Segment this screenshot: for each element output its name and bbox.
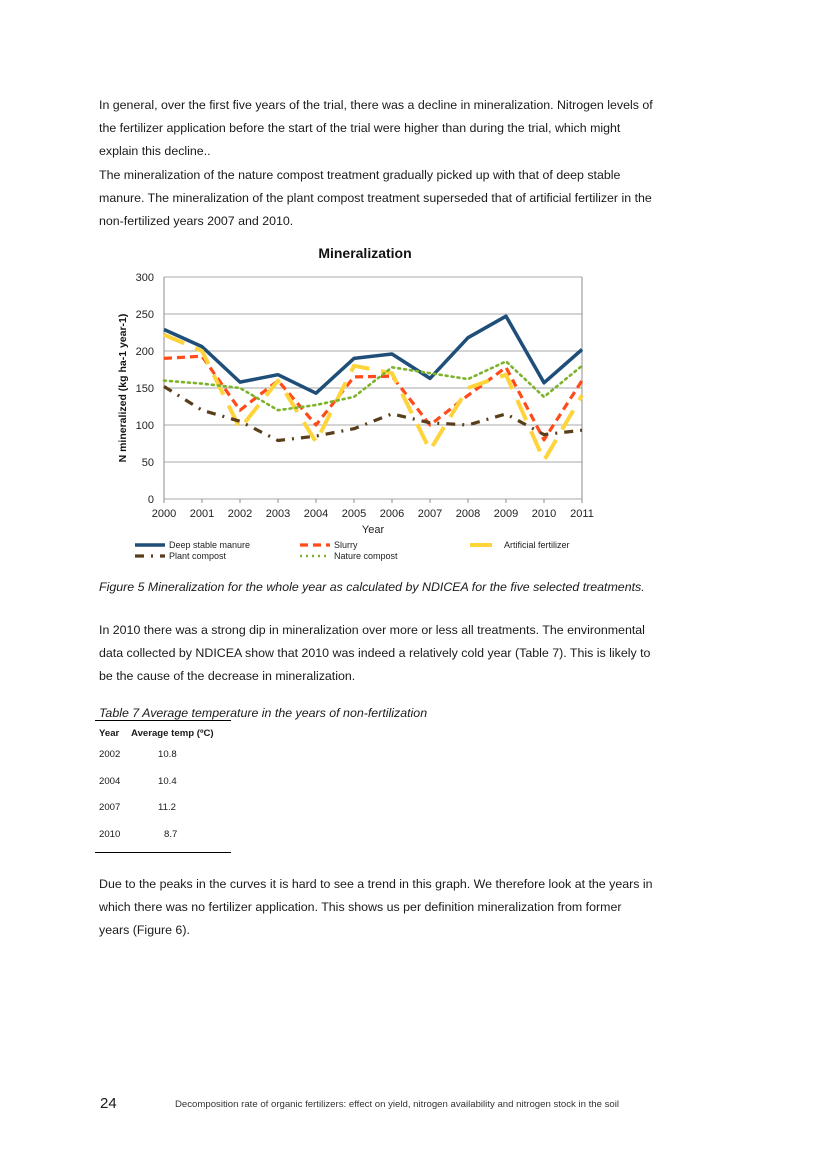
x-tick-label: 2000	[152, 508, 176, 520]
y-tick-label: 200	[136, 346, 154, 358]
text-line: explain this decline..	[99, 144, 211, 159]
y-tick-label: 100	[136, 420, 154, 432]
text-line: years (Figure 6).	[99, 923, 190, 938]
y-tick-label: 50	[142, 457, 154, 469]
text-line: In general, over the first five years of…	[99, 98, 653, 112]
x-tick-label: 2011	[570, 508, 594, 520]
series-line-deep-stable-manure	[163, 314, 584, 395]
text-line: non-fertilized years 2007 and 2010.	[99, 214, 294, 229]
x-tick-label: 2001	[190, 508, 214, 520]
x-tick-label: 2004	[304, 508, 328, 520]
text-line: be the cause of the decrease in minerali…	[99, 669, 356, 684]
body-paragraph-1: In general, over the first five years of…	[99, 94, 699, 233]
x-tick-label: 2008	[456, 508, 480, 520]
legend-label: Plant compost	[169, 551, 227, 561]
page-number: 24	[100, 1095, 117, 1112]
x-tick-label: 2006	[380, 508, 404, 520]
legend-label: Slurry	[334, 540, 358, 550]
chart-title: Mineralization	[318, 245, 411, 261]
legend-label: Deep stable manure	[169, 540, 250, 550]
y-tick-label: 300	[136, 272, 154, 284]
table-caption: Table 7 Average temperature in the years…	[99, 706, 428, 720]
text-line: The mineralization of the nature compost…	[99, 167, 621, 182]
chart-legend: Deep stable manure Slurry Artificial ferti…	[135, 540, 570, 561]
x-tick-label: 2010	[532, 508, 556, 520]
table-cell-temp: 10.8	[158, 749, 177, 760]
series-line-plant-compost	[163, 385, 583, 443]
figure-caption: Figure 5 Mineralization for the whole ye…	[99, 580, 645, 594]
series-line-artificial-fertilizer	[163, 332, 584, 463]
table-top-rule	[95, 720, 231, 721]
x-tick-label: 2007	[418, 508, 442, 520]
y-tick-label: 0	[148, 494, 154, 506]
x-axis-label: Year	[362, 524, 385, 536]
table-header-year: Year	[99, 728, 120, 739]
series-line-nature-compost	[162, 360, 584, 412]
table-header-temp: Average temp (ºC)	[131, 728, 214, 739]
series-line-slurry	[163, 354, 584, 442]
x-tick-label: 2005	[342, 508, 366, 520]
x-tick-label: 2003	[266, 508, 290, 520]
table-cell-year: 2010	[99, 829, 121, 840]
mineralization-chart: Mineralization 0 50 100 150 200 250 300 2000 200…	[117, 245, 594, 561]
legend-label: Nature compost	[334, 551, 398, 561]
table-cell-year: 2007	[99, 802, 121, 813]
x-tick-label: 2009	[494, 508, 518, 520]
legend-label: Artificial fertilizer	[504, 540, 570, 550]
y-axis-label: N mineralized (kg ha-1 year-1)	[117, 314, 129, 463]
table-cell-temp: 10.4	[158, 776, 177, 787]
y-tick-label: 250	[136, 309, 154, 321]
text-line: Due to the peaks in the curves it is har…	[99, 877, 653, 891]
text-line: manure. The mineralization of the plant …	[99, 190, 652, 205]
table-cell-year: 2004	[99, 776, 121, 787]
text-line: the fertilizer application before the st…	[99, 121, 621, 136]
table-cell-year: 2002	[99, 749, 121, 760]
table-cell-temp: 11.2	[158, 802, 176, 813]
table-cell-temp: 8.7	[164, 829, 178, 840]
body-paragraph-4: Due to the peaks in the curves it is har…	[99, 873, 699, 943]
x-tick-label: 2002	[228, 508, 252, 520]
text-line: which there was no fertilizer applicatio…	[99, 900, 622, 915]
running-title: Decomposition rate of organic fertilizer…	[175, 1099, 620, 1110]
text-line: In 2010 there was a strong dip in minera…	[99, 623, 645, 637]
text-line: data collected by NDICEA show that 2010 …	[99, 646, 651, 661]
body-paragraph-3: In 2010 there was a strong dip in minera…	[99, 619, 699, 689]
plot-area: 0 50 100 150 200 250 300 2000 2001 2002 2003 2004 20…	[117, 272, 594, 536]
table-bottom-rule	[95, 852, 231, 853]
y-tick-label: 150	[136, 383, 154, 395]
